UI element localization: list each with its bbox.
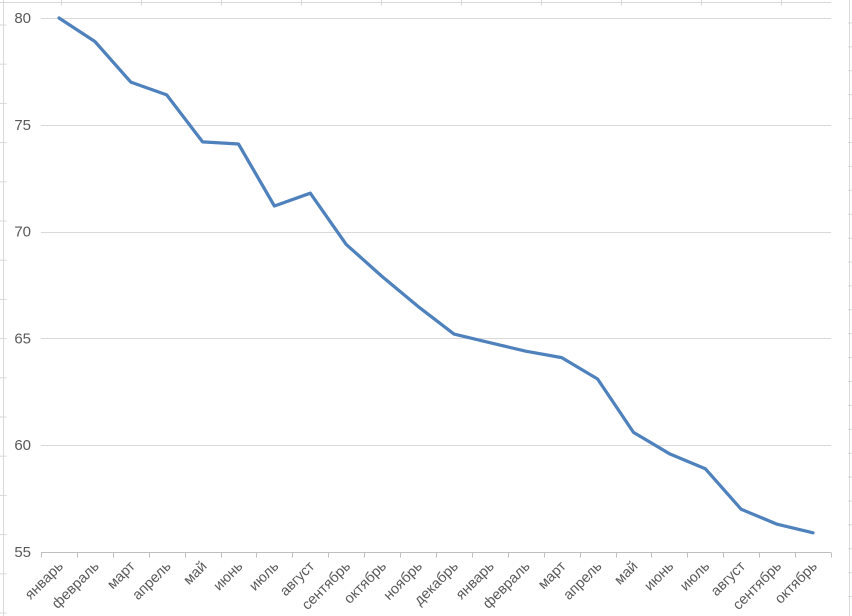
y-axis-tick-labels: 55 60 65 70 75 80: [14, 10, 31, 561]
y-tick-label: 60: [14, 437, 31, 454]
x-axis: [41, 552, 832, 558]
series-line[interactable]: [57, 16, 815, 535]
data-series: [57, 16, 815, 535]
x-category-label: май: [612, 559, 642, 589]
x-category-label: июнь: [641, 559, 677, 595]
x-category-label: апрель: [560, 559, 605, 604]
x-category-label: апрель: [130, 559, 175, 604]
y-tick-label: 80: [14, 10, 31, 27]
x-category-label: июнь: [211, 559, 247, 595]
x-category-label: май: [181, 559, 211, 589]
y-tick-label: 65: [14, 330, 31, 347]
y-tick-label: 55: [14, 544, 31, 561]
y-tick-label: 75: [14, 117, 31, 134]
y-tick-label: 70: [14, 224, 31, 241]
horizontal-gridlines: [41, 18, 831, 446]
